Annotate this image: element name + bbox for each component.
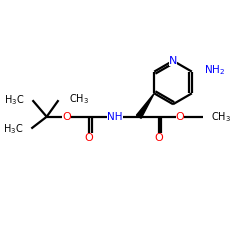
Text: O: O [85, 133, 94, 143]
Text: O: O [62, 112, 71, 122]
Text: O: O [154, 133, 163, 143]
Text: O: O [176, 112, 184, 122]
Text: NH$_2$: NH$_2$ [204, 63, 225, 77]
Text: H$_3$C: H$_3$C [4, 93, 24, 107]
Text: CH$_3$: CH$_3$ [211, 110, 231, 124]
Text: NH: NH [108, 112, 123, 122]
Polygon shape [136, 93, 154, 118]
Text: H$_3$C: H$_3$C [3, 122, 23, 136]
Text: N: N [169, 56, 177, 66]
Text: CH$_3$: CH$_3$ [69, 92, 89, 106]
